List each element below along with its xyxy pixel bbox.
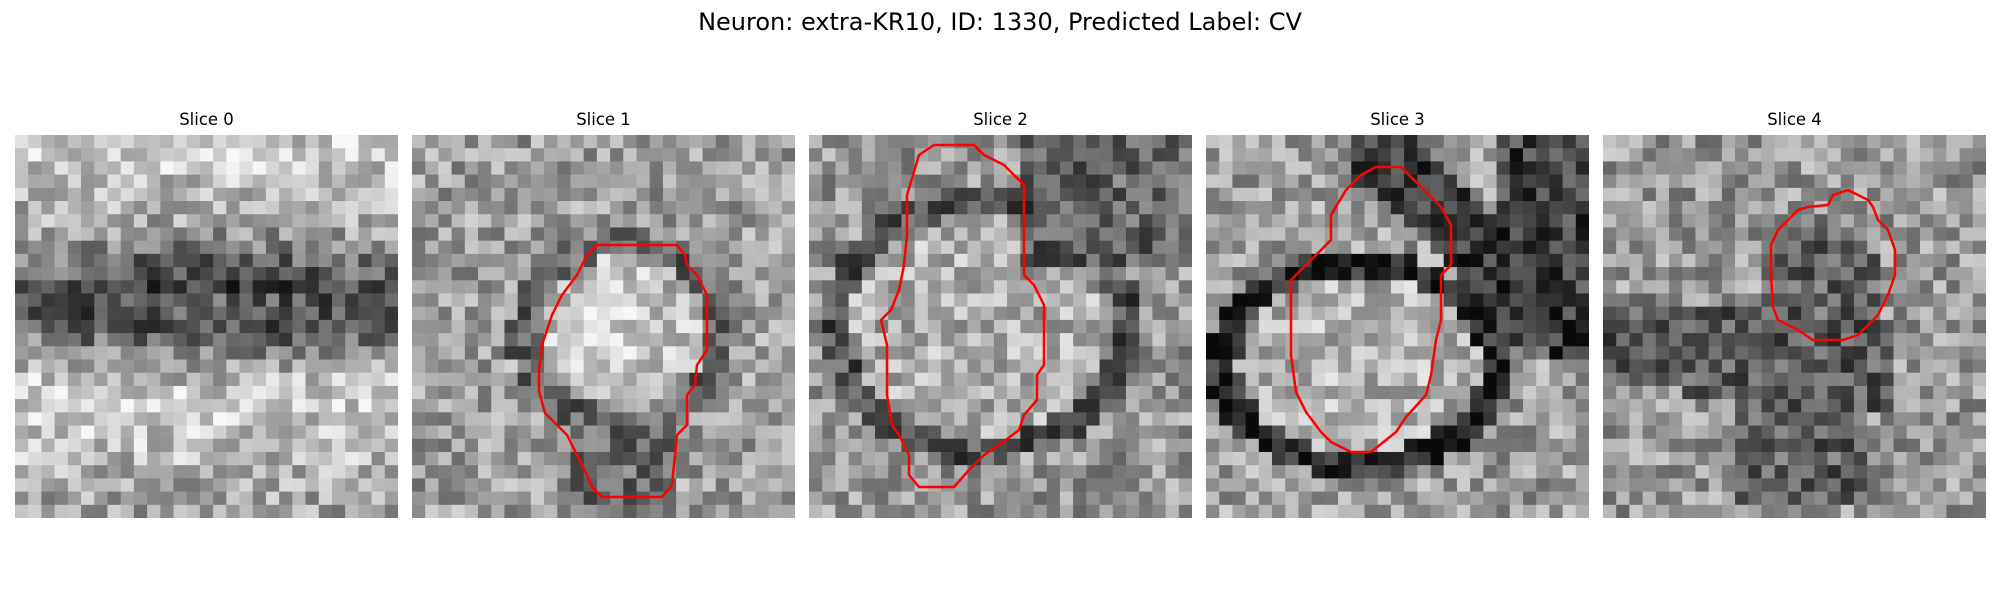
slice-title-0: Slice 0 (179, 110, 234, 129)
pixel-grid-2 (809, 135, 1192, 518)
slice-panel-2: Slice 2 (809, 108, 1192, 518)
slice-title-2: Slice 2 (973, 110, 1028, 129)
slice-image-2 (809, 135, 1192, 518)
slice-title-3: Slice 3 (1370, 110, 1425, 129)
pixel-grid-1 (412, 135, 795, 518)
slice-image-1 (412, 135, 795, 518)
contour-outline-4 (1769, 188, 1897, 342)
slice-title-4: Slice 4 (1767, 110, 1822, 129)
contour-outline-2 (879, 143, 1046, 489)
pixel-grid-3 (1206, 135, 1589, 518)
slice-title-1: Slice 1 (576, 110, 631, 129)
slice-image-3 (1206, 135, 1589, 518)
figure-title: Neuron: extra-KR10, ID: 1330, Predicted … (698, 8, 1302, 36)
contour-outline-3 (1289, 165, 1453, 454)
slice-panel-0: Slice 0 (15, 108, 398, 518)
slice-panel-1: Slice 1 (412, 108, 795, 518)
slice-panel-3: Slice 3 (1206, 108, 1589, 518)
slice-panel-4: Slice 4 (1603, 108, 1986, 518)
contour-outline-1 (537, 243, 709, 499)
slice-image-4 (1603, 135, 1986, 518)
pixel-grid-4 (1603, 135, 1986, 518)
pixel-grid-0 (15, 135, 398, 518)
slice-image-0 (15, 135, 398, 518)
